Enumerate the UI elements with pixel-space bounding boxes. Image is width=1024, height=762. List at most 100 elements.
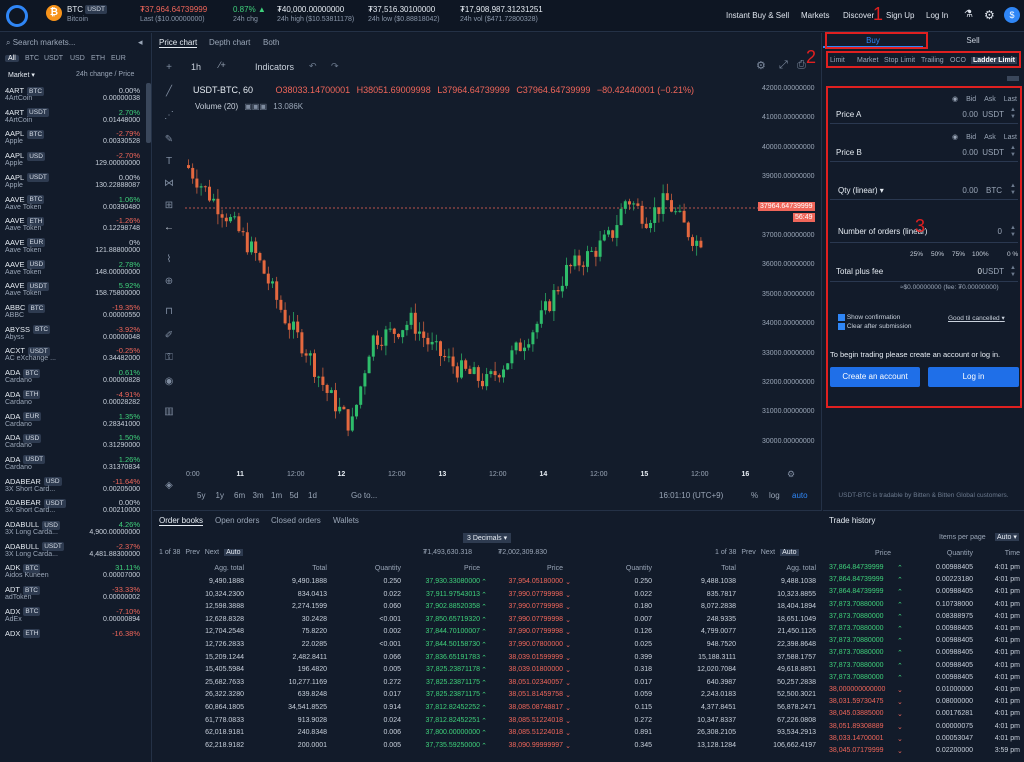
tab-sell[interactable]: Sell bbox=[966, 36, 980, 45]
nav-sign-up[interactable]: Sign Up bbox=[886, 11, 915, 20]
ask-cell[interactable]: 22,398.8648 bbox=[777, 641, 816, 648]
range-1d[interactable]: 1d bbox=[308, 491, 317, 500]
filter-eth[interactable]: ETH bbox=[91, 55, 105, 62]
market-row[interactable]: AAVE BTC Aave Token 1.06% 0.00390480 bbox=[0, 193, 151, 215]
bid-cell[interactable]: 9,490.1888 bbox=[208, 578, 244, 585]
bid-cell[interactable]: <0.001 bbox=[379, 615, 401, 623]
interval-selector[interactable]: 1h bbox=[191, 62, 202, 72]
market-row[interactable]: ACXT USDT AC eXchange ... -0.25% 0.34482000 bbox=[0, 344, 151, 366]
market-row[interactable]: ABBC BTC ABBC -19.35% 0.00000550 bbox=[0, 301, 151, 323]
candlestick-chart[interactable] bbox=[185, 117, 765, 477]
percent-shortcut[interactable]: 75% bbox=[952, 251, 966, 258]
ask-cell[interactable]: 37,990.07799998 bbox=[508, 590, 564, 598]
range-6m[interactable]: 6m bbox=[234, 491, 246, 500]
bid-cell[interactable]: 37,844.70100007 bbox=[425, 628, 481, 636]
qty-field[interactable]: Qty (linear) ▾ 0.00 BTC ▲ ▼ bbox=[830, 180, 1018, 200]
ask-cell[interactable]: 18,651.1049 bbox=[777, 615, 816, 623]
ask-cell[interactable]: 248.9335 bbox=[706, 615, 736, 623]
ruler-tool-icon[interactable]: ⌇ bbox=[166, 254, 172, 265]
price-a-stepper-icon[interactable]: ▲ ▼ bbox=[1010, 107, 1016, 120]
undo-icon[interactable]: ↶ bbox=[309, 61, 317, 71]
bid-cell[interactable]: 25,682.7633 bbox=[205, 678, 244, 686]
pair-info[interactable]: BTC USDT Bitcoin bbox=[67, 5, 107, 25]
log-scale-toggle[interactable]: log bbox=[769, 491, 780, 500]
price-a-last[interactable]: Last bbox=[1003, 96, 1017, 103]
asks-next-button[interactable]: Next bbox=[760, 549, 776, 556]
asks-prev-button[interactable]: Prev bbox=[741, 549, 756, 556]
ask-cell[interactable]: 835.7817 bbox=[706, 590, 736, 598]
ask-cell[interactable]: 67,226.0808 bbox=[777, 716, 816, 724]
nav-log-in[interactable]: Log In bbox=[926, 11, 949, 20]
qty-stepper-icon[interactable]: ▲ ▼ bbox=[1010, 183, 1016, 196]
ask-cell[interactable]: 948.7520 bbox=[706, 641, 736, 648]
nav-markets[interactable]: Markets bbox=[801, 11, 830, 20]
bid-cell[interactable]: 2,482.8411 bbox=[292, 653, 327, 661]
ask-cell[interactable]: 640.3987 bbox=[706, 678, 736, 686]
market-row[interactable]: ADX BTC AdEx -7.10% 0.00000894 bbox=[0, 605, 151, 627]
col-market[interactable]: Market ▾ bbox=[8, 72, 35, 79]
collapse-sidebar-icon[interactable]: ◂ bbox=[138, 37, 143, 47]
prediction-tool-icon[interactable]: ⊞ bbox=[164, 200, 174, 211]
bid-cell[interactable]: 0.024 bbox=[383, 716, 401, 724]
tab-wallets[interactable]: Wallets bbox=[333, 516, 359, 525]
range-1y[interactable]: 1y bbox=[215, 491, 224, 500]
ask-cell[interactable]: 12,020.7084 bbox=[697, 666, 736, 674]
bid-cell[interactable]: 10,324.2300 bbox=[205, 590, 244, 598]
total-stepper-icon[interactable]: ▲ ▼ bbox=[1010, 265, 1016, 278]
bid-cell[interactable]: 0.017 bbox=[383, 691, 401, 699]
bid-cell[interactable]: 37,812.82452252 bbox=[425, 704, 481, 711]
filter-btc[interactable]: BTC bbox=[25, 55, 39, 62]
screenshot-icon[interactable]: ⎙ bbox=[797, 59, 806, 71]
market-row[interactable]: ADABEAR USDT 3X Short Card... 0.00% 0.002100… bbox=[0, 496, 151, 518]
order-type-trailing[interactable]: Trailing bbox=[921, 57, 944, 64]
bid-cell[interactable]: 0.066 bbox=[383, 653, 401, 661]
bid-cell[interactable]: 0.060 bbox=[383, 603, 401, 611]
ask-cell[interactable]: 4,377.8451 bbox=[700, 704, 736, 711]
bid-cell[interactable]: 0.002 bbox=[383, 628, 401, 636]
num-orders-field[interactable]: Number of orders (linear) 0 ▲ ▼ bbox=[830, 221, 1018, 243]
col-change-price[interactable]: 24h change / Price bbox=[76, 71, 135, 78]
range-1m[interactable]: 1m bbox=[271, 491, 283, 500]
price-b-bid[interactable]: Bid bbox=[966, 134, 977, 141]
bid-cell[interactable]: 10,277.1169 bbox=[288, 678, 327, 686]
market-row[interactable]: ADA USD Cardano 1.50% 0.31290000 bbox=[0, 431, 151, 453]
tab-closed-orders[interactable]: Closed orders bbox=[271, 516, 321, 525]
visibility-icon[interactable]: ◉ bbox=[164, 376, 174, 387]
ask-cell[interactable]: 0.318 bbox=[634, 666, 652, 674]
tab-open-orders[interactable]: Open orders bbox=[215, 516, 260, 525]
bid-cell[interactable]: 2,274.1599 bbox=[291, 603, 327, 611]
bid-cell[interactable]: 0.272 bbox=[383, 678, 401, 686]
ask-cell[interactable]: 38,039.01800000 bbox=[508, 666, 564, 674]
qty-label[interactable]: Qty (linear) ▾ bbox=[838, 186, 884, 195]
bid-cell[interactable]: 37,844.50158730 bbox=[425, 641, 481, 648]
order-type-ladder-limit[interactable]: Ladder Limit bbox=[971, 57, 1018, 64]
percent-shortcut[interactable]: 0 % bbox=[1007, 251, 1019, 258]
redo-icon[interactable]: ↷ bbox=[331, 61, 339, 71]
range-5y[interactable]: 5y bbox=[197, 491, 206, 500]
market-row[interactable]: ADABULL USDT 3X Long Carda... -2.37% 4,481.8… bbox=[0, 540, 151, 562]
percent-shortcut[interactable]: 50% bbox=[931, 251, 945, 258]
percent-shortcut[interactable]: 25% bbox=[910, 251, 924, 258]
ask-cell[interactable]: 0.007 bbox=[634, 615, 652, 623]
order-type-stop-limit[interactable]: Stop Limit bbox=[884, 57, 916, 64]
fib-tool-icon[interactable]: ⋰ bbox=[164, 110, 174, 121]
order-type-oco[interactable]: OCO bbox=[950, 57, 966, 64]
ask-cell[interactable]: 2,243.0183 bbox=[700, 691, 736, 699]
ask-cell[interactable]: 8,072.2838 bbox=[700, 603, 736, 611]
ask-cell[interactable]: 26,308.2105 bbox=[697, 729, 736, 737]
filter-usd[interactable]: USD bbox=[70, 55, 85, 62]
order-type-market[interactable]: Market bbox=[857, 57, 879, 64]
ask-cell[interactable]: 38,090.99999997 bbox=[508, 741, 564, 749]
num-orders-input[interactable]: 0 bbox=[997, 227, 1002, 236]
ask-cell[interactable]: 9,488.1038 bbox=[780, 578, 816, 585]
price-b-input[interactable]: 0.00 bbox=[962, 148, 978, 157]
market-row[interactable]: AAVE EUR Aave Token 0% 121.88800000 bbox=[0, 236, 151, 258]
market-row[interactable]: ABYSS BTC Abyss -3.92% 0.00000048 bbox=[0, 323, 151, 345]
market-row[interactable]: ADA BTC Cardano 0.61% 0.00000828 bbox=[0, 366, 151, 388]
tab-depth-chart[interactable]: Depth chart bbox=[209, 38, 251, 47]
market-row[interactable]: ADK BTC Aidos Kuneen 31.11% 0.00007000 bbox=[0, 561, 151, 583]
bid-cell[interactable]: 37,902.88520358 bbox=[425, 603, 481, 611]
ask-cell[interactable]: 50,257.2838 bbox=[777, 678, 816, 686]
market-row[interactable]: ADA USDT Cardano 1.26% 0.31370834 bbox=[0, 453, 151, 475]
market-row[interactable]: 4ART USDT 4ArtCoin 2.70% 0.01448000 bbox=[0, 106, 151, 128]
